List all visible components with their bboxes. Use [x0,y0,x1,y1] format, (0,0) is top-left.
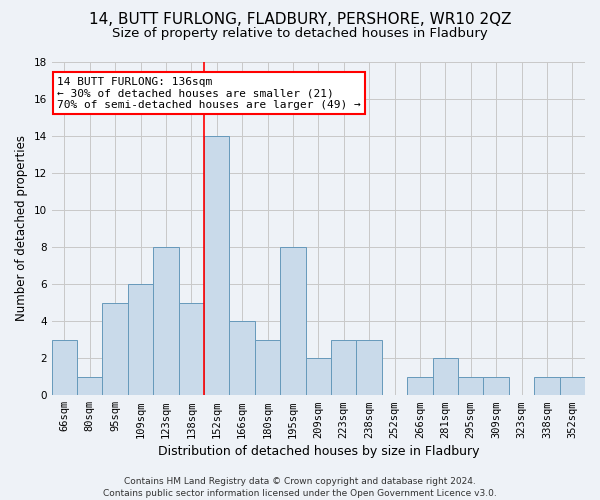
Bar [103,302,128,395]
Bar [153,247,179,395]
Text: 14 BUTT FURLONG: 136sqm
← 30% of detached houses are smaller (21)
70% of semi-de: 14 BUTT FURLONG: 136sqm ← 30% of detache… [57,76,361,110]
Bar [204,136,229,395]
Bar [407,376,433,395]
Text: 14, BUTT FURLONG, FLADBURY, PERSHORE, WR10 2QZ: 14, BUTT FURLONG, FLADBURY, PERSHORE, WR… [89,12,511,28]
Bar [356,340,382,395]
Y-axis label: Number of detached properties: Number of detached properties [15,136,28,322]
Bar [229,321,255,395]
Bar [179,302,204,395]
X-axis label: Distribution of detached houses by size in Fladbury: Distribution of detached houses by size … [158,444,479,458]
Bar [305,358,331,395]
Text: Size of property relative to detached houses in Fladbury: Size of property relative to detached ho… [112,28,488,40]
Bar [560,376,585,395]
Bar [534,376,560,395]
Bar [458,376,484,395]
Bar [52,340,77,395]
Bar [331,340,356,395]
Bar [128,284,153,395]
Bar [433,358,458,395]
Bar [484,376,509,395]
Text: Contains HM Land Registry data © Crown copyright and database right 2024.
Contai: Contains HM Land Registry data © Crown c… [103,476,497,498]
Bar [255,340,280,395]
Bar [280,247,305,395]
Bar [77,376,103,395]
